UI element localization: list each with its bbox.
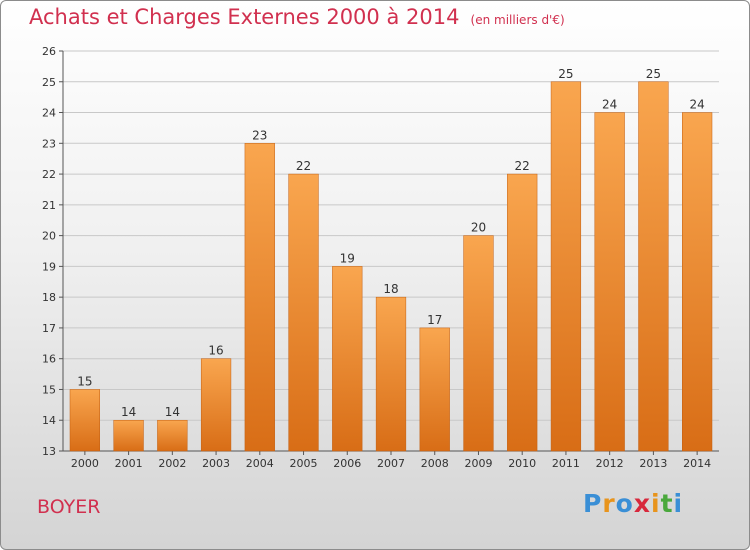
data-label-2002: 14 [165,405,180,419]
data-label-2010: 22 [515,159,530,173]
logo-letter: i [673,489,684,518]
y-tick-label-14: 14 [42,414,56,427]
bar-2011 [550,81,582,452]
bar-2007 [375,296,407,452]
data-label-2009: 20 [471,221,486,235]
y-tick-label-26: 26 [42,45,56,58]
y-tick-label-17: 17 [42,322,56,335]
bar-2003 [200,358,232,452]
x-tick-label-2003: 2003 [202,457,230,470]
x-tick-label-2006: 2006 [333,457,361,470]
y-tick-label-22: 22 [42,168,56,181]
bar-2010 [507,173,538,452]
y-tick-label-19: 19 [42,260,56,273]
bar-2012 [594,112,625,452]
bar-2008 [419,327,450,452]
data-labels: 15 14 14 16 23 22 19 18 17 20 22 25 24 25 24 [77,67,705,419]
x-tick-label-2008: 2008 [421,457,449,470]
data-label-2012: 24 [602,98,617,112]
data-label-2014: 24 [689,98,704,112]
x-tick-label-2005: 2005 [290,457,318,470]
data-label-2000: 15 [77,374,92,388]
data-label-2007: 18 [383,282,398,296]
x-tick-label-2007: 2007 [377,457,405,470]
logo-letter: i [651,489,661,518]
x-tick-label-2011: 2011 [552,457,580,470]
bar-2014 [682,112,713,452]
x-tick-label-2002: 2002 [158,457,186,470]
bar-2004 [244,143,275,452]
chart-subtitle: (en milliers d'€) [470,13,565,27]
y-tick-label-16: 16 [42,353,56,366]
commune-name: BOYER [37,496,101,518]
bar-2002 [157,419,188,452]
chart-title: Achats et Charges Externes 2000 à 2014 [29,5,460,29]
y-tick-label-15: 15 [42,383,56,396]
y-tick-label-23: 23 [42,137,56,150]
proxiti-logo: Proxiti [583,489,683,518]
logo-letter: P [583,489,603,518]
bar-2000 [69,389,100,452]
bar-2001 [113,419,144,452]
y-tick-labels: 13 14 15 16 17 18 19 20 21 22 23 24 25 26 [42,45,56,458]
x-tick-label-2013: 2013 [639,457,667,470]
y-tick-label-20: 20 [42,230,56,243]
logo-letter: x [633,489,651,518]
x-tick-label-2014: 2014 [683,457,711,470]
bar-2013 [638,81,669,452]
logo-letter: r [602,489,616,518]
y-tick-label-25: 25 [42,76,56,89]
data-label-2001: 14 [121,405,136,419]
logo-letter: o [615,489,634,518]
title-block: Achats et Charges Externes 2000 à 2014 (… [29,5,565,29]
data-label-2004: 23 [252,128,267,142]
x-tick-label-2000: 2000 [71,457,99,470]
bar-2009 [463,235,494,452]
bars [69,81,713,452]
data-label-2008: 17 [427,313,442,327]
x-tick-label-2004: 2004 [246,457,274,470]
data-label-2006: 19 [340,251,355,265]
data-label-2005: 22 [296,159,311,173]
data-label-2013: 25 [646,67,661,81]
data-label-2003: 16 [208,344,223,358]
x-tick-labels: 2000 2001 2002 2003 2004 2005 2006 2007 2008 2009… [71,457,711,470]
y-tick-label-21: 21 [42,199,56,212]
x-tick-label-2009: 2009 [464,457,492,470]
bar-2006 [332,266,363,452]
logo-letter: t [660,489,674,518]
y-tick-label-24: 24 [42,107,56,120]
x-tick-label-2010: 2010 [508,457,536,470]
x-tick-label-2001: 2001 [115,457,143,470]
bar-2005 [288,173,319,452]
data-label-2011: 25 [558,67,573,81]
y-tick-label-13: 13 [42,445,56,458]
y-tick-label-18: 18 [42,291,56,304]
x-tick-label-2012: 2012 [596,457,624,470]
